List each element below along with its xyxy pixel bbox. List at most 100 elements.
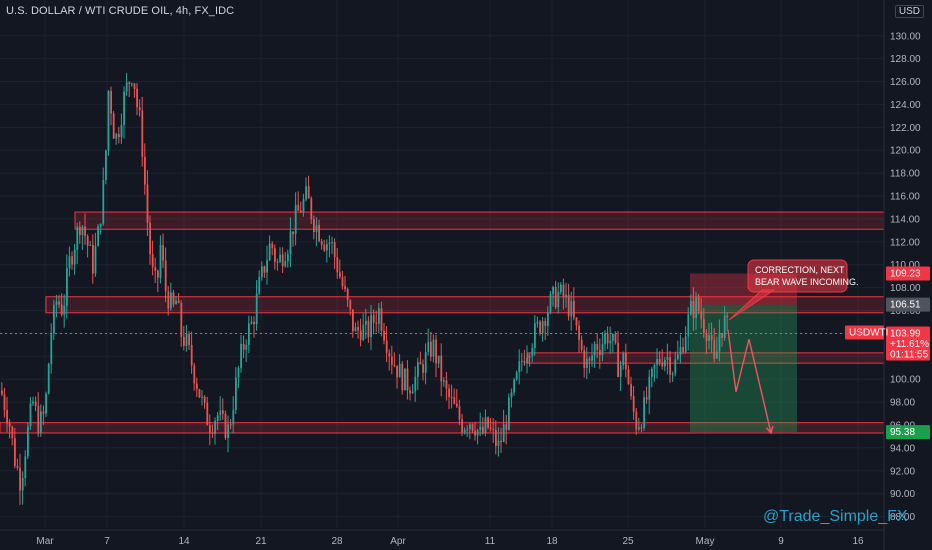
candle-body bbox=[263, 266, 266, 273]
candle-body bbox=[164, 260, 167, 292]
callout-text-line: CORRECTION, NEXT bbox=[755, 265, 845, 275]
candle-body bbox=[526, 357, 528, 364]
candle-body bbox=[227, 424, 229, 438]
candle-body bbox=[648, 376, 651, 400]
candle-body bbox=[29, 403, 32, 427]
candle-body bbox=[349, 300, 352, 310]
candle-body bbox=[258, 276, 261, 294]
x-tick-label: Mar bbox=[36, 536, 54, 547]
candle-body bbox=[523, 360, 526, 364]
candle-body bbox=[437, 355, 440, 364]
stop-price-label: 109.23 bbox=[886, 266, 930, 281]
candle-body bbox=[336, 257, 339, 273]
candle-body bbox=[331, 242, 333, 244]
candle-body bbox=[703, 319, 705, 333]
candle-body bbox=[102, 180, 105, 224]
candle-body bbox=[367, 320, 370, 338]
candle-body bbox=[427, 341, 430, 353]
candle-body bbox=[229, 424, 232, 426]
target-price-label-text: 95.38 bbox=[890, 427, 915, 438]
candle-body bbox=[684, 336, 687, 353]
candle-body bbox=[302, 199, 305, 213]
candle-body bbox=[463, 429, 466, 433]
candle-body bbox=[549, 294, 552, 313]
candle-body bbox=[370, 315, 372, 338]
entry-price-label: 106.51 bbox=[886, 297, 930, 312]
candle-body bbox=[570, 301, 573, 317]
x-tick-label: 25 bbox=[622, 536, 634, 547]
candle-body bbox=[697, 297, 700, 311]
callout-text-line: BEAR WAVE INCOMING. bbox=[755, 277, 859, 287]
x-tick-label: 7 bbox=[104, 536, 110, 547]
candle-body bbox=[274, 248, 276, 262]
candle-body bbox=[294, 204, 297, 235]
candle-body bbox=[190, 344, 193, 366]
candle-body bbox=[521, 360, 523, 362]
candle-body bbox=[341, 277, 344, 287]
trade-layer bbox=[690, 273, 797, 433]
candle-body bbox=[206, 402, 209, 426]
currency-badge[interactable]: USD bbox=[894, 5, 924, 18]
candle-body bbox=[115, 133, 118, 139]
take-profit-box bbox=[690, 304, 797, 433]
candle-body bbox=[388, 352, 391, 357]
candle-body bbox=[469, 424, 471, 430]
x-tick-label: 11 bbox=[485, 536, 496, 547]
candle-body bbox=[352, 309, 354, 332]
candle-body bbox=[471, 424, 474, 431]
candle-body bbox=[240, 343, 242, 368]
candle-body bbox=[141, 110, 144, 157]
candle-body bbox=[513, 379, 515, 393]
candle-body bbox=[110, 91, 112, 114]
candle-body bbox=[700, 310, 703, 320]
candle-body bbox=[32, 401, 34, 404]
candle-body bbox=[287, 254, 289, 262]
candle-body bbox=[279, 254, 281, 262]
candle-body bbox=[55, 301, 58, 305]
y-tick-label: 122.00 bbox=[890, 123, 921, 134]
candle-body bbox=[339, 272, 341, 278]
candle-body bbox=[580, 339, 583, 350]
candle-body bbox=[528, 355, 531, 358]
label-layer: 109.23 106.51 103.99+11.61%01:11:55 95.38 US… bbox=[845, 266, 930, 440]
candle-body bbox=[50, 333, 53, 365]
candle-body bbox=[687, 314, 690, 337]
candle-body bbox=[656, 359, 658, 365]
callout-layer: CORRECTION, NEXT BEAR WAVE INCOMING. bbox=[728, 259, 859, 321]
candle-body bbox=[612, 333, 614, 341]
candle-body bbox=[565, 294, 567, 298]
candle-body bbox=[567, 294, 570, 317]
candle-body bbox=[661, 362, 664, 367]
candle-body bbox=[573, 301, 575, 318]
candle-body bbox=[188, 333, 190, 345]
candle-body bbox=[495, 429, 497, 446]
candle-body bbox=[453, 397, 456, 404]
candle-body bbox=[617, 342, 619, 377]
candle-body bbox=[172, 292, 175, 305]
candle-body bbox=[396, 365, 398, 378]
candle-body bbox=[466, 429, 469, 431]
candle-body bbox=[401, 363, 404, 391]
candle-body bbox=[47, 364, 50, 394]
candle-body bbox=[107, 91, 110, 151]
stop-price-label-text: 109.23 bbox=[890, 269, 921, 280]
candle-body bbox=[445, 380, 448, 389]
candle-body bbox=[94, 245, 97, 274]
candle-body bbox=[235, 377, 237, 410]
candle-body bbox=[671, 373, 674, 375]
candle-body bbox=[365, 320, 367, 325]
candle-body bbox=[346, 288, 349, 301]
candle-body bbox=[669, 357, 671, 375]
candle-body bbox=[261, 266, 263, 277]
y-tick-label: 114.00 bbox=[890, 214, 920, 225]
candle-body bbox=[557, 291, 560, 308]
candle-body bbox=[89, 244, 92, 246]
candle-body bbox=[63, 305, 66, 315]
candle-body bbox=[203, 396, 206, 403]
candle-body bbox=[653, 364, 656, 369]
candle-body bbox=[131, 83, 133, 85]
candle-body bbox=[508, 397, 510, 430]
candle-body bbox=[255, 293, 258, 325]
candle-body bbox=[81, 226, 84, 236]
